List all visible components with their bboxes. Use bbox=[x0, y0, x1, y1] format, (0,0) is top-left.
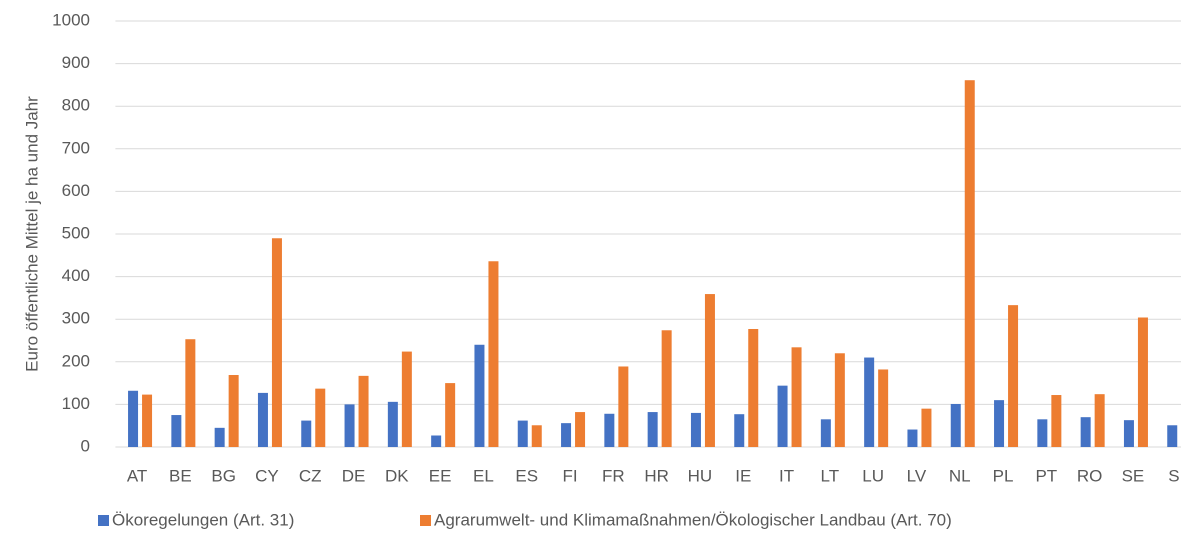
bar bbox=[214, 427, 225, 447]
bar bbox=[301, 420, 312, 447]
bar bbox=[820, 419, 831, 447]
legend-label: Ökoregelungen (Art. 31) bbox=[112, 510, 294, 529]
y-tick-label: 100 bbox=[62, 394, 90, 413]
bar bbox=[315, 388, 326, 447]
y-tick-label: 200 bbox=[62, 351, 90, 370]
legend-swatch bbox=[420, 515, 431, 526]
x-tick-label: SE bbox=[1122, 466, 1145, 485]
bar bbox=[517, 420, 528, 447]
y-tick-label: 500 bbox=[62, 223, 90, 242]
x-tick-label: SI bbox=[1168, 466, 1181, 485]
bar bbox=[228, 375, 239, 447]
bar bbox=[878, 369, 889, 447]
y-tick-label: 300 bbox=[62, 309, 90, 328]
x-tick-label: FI bbox=[562, 466, 577, 485]
y-tick-label: 600 bbox=[62, 181, 90, 200]
y-tick-label: 1000 bbox=[52, 10, 90, 29]
bar bbox=[1123, 420, 1134, 447]
bar bbox=[791, 347, 802, 447]
bar bbox=[185, 339, 196, 447]
bar bbox=[704, 294, 715, 447]
bar bbox=[1080, 417, 1091, 447]
bar bbox=[171, 415, 182, 447]
x-tick-label: LV bbox=[907, 466, 927, 485]
x-tick-label: IE bbox=[735, 466, 751, 485]
bar bbox=[531, 425, 542, 447]
x-tick-label: PL bbox=[993, 466, 1014, 485]
bar bbox=[431, 435, 442, 447]
x-tick-label: BE bbox=[169, 466, 192, 485]
bar bbox=[950, 403, 961, 447]
bar bbox=[921, 408, 932, 447]
bar bbox=[690, 412, 701, 447]
bar bbox=[128, 390, 139, 447]
bar bbox=[445, 383, 456, 447]
x-tick-label: LT bbox=[821, 466, 840, 485]
y-tick-label: 800 bbox=[62, 96, 90, 115]
bar bbox=[344, 404, 355, 447]
bar bbox=[1167, 425, 1178, 447]
x-tick-label: HU bbox=[688, 466, 713, 485]
bar bbox=[257, 392, 268, 447]
bar bbox=[994, 400, 1005, 447]
bar bbox=[271, 238, 282, 447]
bar bbox=[575, 412, 586, 447]
x-tick-label: DK bbox=[385, 466, 409, 485]
bar bbox=[864, 357, 875, 447]
y-tick-label: 900 bbox=[62, 53, 90, 72]
x-tick-label: AT bbox=[127, 466, 147, 485]
y-tick-label: 700 bbox=[62, 138, 90, 157]
x-tick-label: PT bbox=[1035, 466, 1057, 485]
bar bbox=[1008, 305, 1019, 447]
bar bbox=[1037, 419, 1048, 447]
bar bbox=[387, 401, 398, 447]
bar bbox=[488, 261, 499, 447]
x-tick-label: DE bbox=[342, 466, 366, 485]
x-tick-label: EE bbox=[429, 466, 452, 485]
bar bbox=[777, 385, 788, 447]
bar bbox=[142, 394, 153, 447]
x-tick-label: ES bbox=[515, 466, 538, 485]
x-tick-label: FR bbox=[602, 466, 625, 485]
bar bbox=[1137, 317, 1148, 447]
bar bbox=[401, 351, 412, 447]
bar bbox=[1051, 395, 1062, 447]
x-tick-label: BG bbox=[211, 466, 236, 485]
bar bbox=[618, 366, 629, 447]
bar bbox=[561, 423, 572, 447]
bar bbox=[1094, 394, 1105, 447]
x-tick-label: IT bbox=[779, 466, 794, 485]
x-tick-label: EL bbox=[473, 466, 494, 485]
bar bbox=[834, 353, 845, 447]
x-tick-label: CZ bbox=[299, 466, 322, 485]
bar bbox=[907, 429, 918, 447]
legend-label: Agrarumwelt- und Klimamaßnahmen/Ökologis… bbox=[434, 510, 952, 529]
bar bbox=[647, 412, 658, 447]
bar bbox=[474, 344, 485, 447]
bar bbox=[604, 413, 615, 447]
bar bbox=[748, 328, 759, 447]
x-tick-label: HR bbox=[644, 466, 669, 485]
bar bbox=[661, 330, 672, 447]
y-axis-label: Euro öffentliche Mittel je ha und Jahr bbox=[22, 96, 41, 372]
legend-swatch bbox=[98, 515, 109, 526]
bar bbox=[734, 414, 745, 447]
y-tick-label: 0 bbox=[81, 436, 90, 455]
x-tick-label: RO bbox=[1077, 466, 1103, 485]
bar bbox=[964, 80, 975, 448]
x-tick-label: CY bbox=[255, 466, 279, 485]
y-tick-label: 400 bbox=[62, 266, 90, 285]
x-tick-label: LU bbox=[862, 466, 884, 485]
bar bbox=[358, 375, 369, 447]
x-tick-label: NL bbox=[949, 466, 971, 485]
